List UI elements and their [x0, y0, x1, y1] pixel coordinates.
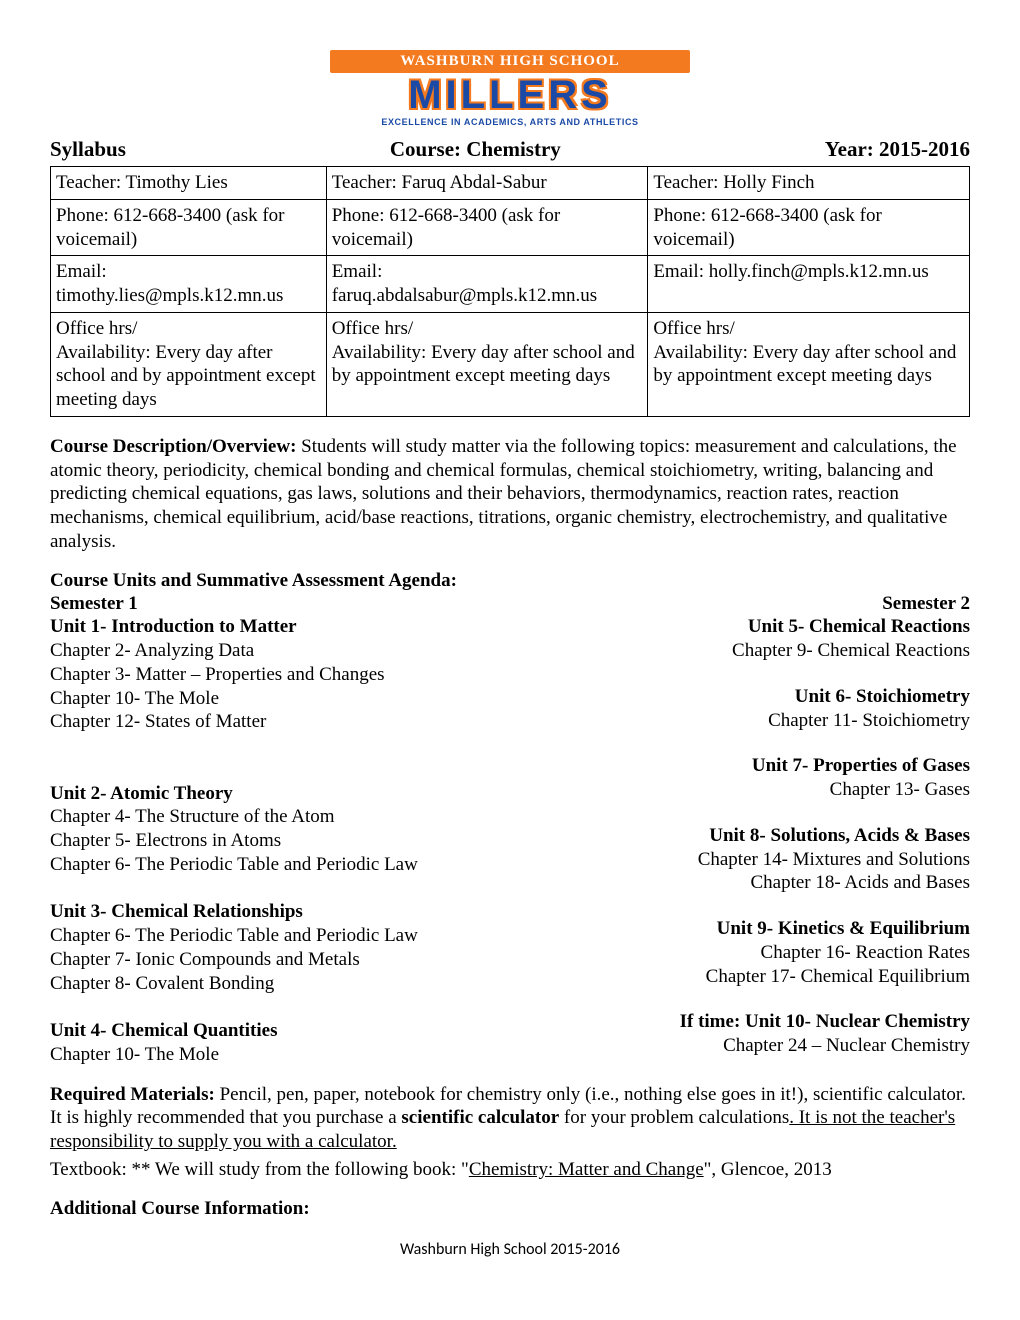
- unit-1-title: Unit 1- Introduction to Matter: [50, 615, 480, 639]
- unit-2-line: Chapter 4- The Structure of the Atom: [50, 805, 480, 829]
- unit-1-line: Chapter 2- Analyzing Data: [50, 639, 480, 663]
- unit-1-line: Chapter 12- States of Matter: [50, 710, 480, 734]
- teacher-1-email: Email: timothy.lies@mpls.k12.mn.us: [51, 256, 327, 313]
- page-footer: Washburn High School 2015-2016: [50, 1240, 970, 1259]
- unit-10-title: If time: Unit 10- Nuclear Chemistry: [520, 1010, 970, 1034]
- unit-7-line: Chapter 13- Gases: [520, 778, 970, 802]
- header-right: Year: 2015-2016: [825, 137, 970, 162]
- teacher-2-phone: Phone: 612-668-3400 (ask for voicemail): [326, 199, 648, 256]
- unit-9-title: Unit 9- Kinetics & Equilibrium: [520, 917, 970, 941]
- required-materials: Required Materials: Pencil, pen, paper, …: [50, 1083, 970, 1154]
- unit-3-title: Unit 3- Chemical Relationships: [50, 900, 480, 924]
- textbook-suffix: ", Glencoe, 2013: [704, 1159, 832, 1180]
- scientific-calculator: scientific calculator: [401, 1107, 559, 1128]
- required-part2: for your problem calculations: [559, 1107, 789, 1128]
- syllabus-header: Syllabus Course: Chemistry Year: 2015-20…: [50, 137, 970, 162]
- semester-2-column: Semester 2 Unit 5- Chemical Reactions Ch…: [520, 592, 970, 1067]
- unit-9-line: Chapter 16- Reaction Rates: [520, 941, 970, 965]
- logo-line-2: MILLERS: [330, 73, 690, 117]
- header-center: Course: Chemistry: [390, 137, 561, 162]
- unit-1-line: Chapter 3- Matter – Properties and Chang…: [50, 663, 480, 687]
- unit-9-line: Chapter 17- Chemical Equilibrium: [520, 965, 970, 989]
- unit-5-title: Unit 5- Chemical Reactions: [520, 615, 970, 639]
- unit-4-title: Unit 4- Chemical Quantities: [50, 1019, 480, 1043]
- unit-6-line: Chapter 11- Stoichiometry: [520, 709, 970, 733]
- teacher-1-phone: Phone: 612-668-3400 (ask for voicemail): [51, 199, 327, 256]
- unit-6-title: Unit 6- Stoichiometry: [520, 685, 970, 709]
- semester-1-column: Semester 1 Unit 1- Introduction to Matte…: [50, 592, 480, 1067]
- unit-3-line: Chapter 8- Covalent Bonding: [50, 972, 480, 996]
- semester-1-title: Semester 1: [50, 592, 480, 616]
- teacher-2-name: Teacher: Faruq Abdal-Sabur: [326, 167, 648, 200]
- teacher-3-phone: Phone: 612-668-3400 (ask for voicemail): [648, 199, 970, 256]
- header-left: Syllabus: [50, 137, 126, 162]
- teacher-3-email: Email: holly.finch@mpls.k12.mn.us: [648, 256, 970, 313]
- unit-2-line: Chapter 6- The Periodic Table and Period…: [50, 853, 480, 877]
- unit-8-line: Chapter 14- Mixtures and Solutions: [520, 848, 970, 872]
- required-label: Required Materials:: [50, 1084, 220, 1105]
- teacher-1-office: Office hrs/ Availability: Every day afte…: [51, 312, 327, 416]
- unit-3-line: Chapter 6- The Periodic Table and Period…: [50, 924, 480, 948]
- table-row: Office hrs/ Availability: Every day afte…: [51, 312, 970, 416]
- unit-1-line: Chapter 10- The Mole: [50, 687, 480, 711]
- semester-2-title: Semester 2: [520, 592, 970, 616]
- teacher-1-name: Teacher: Timothy Lies: [51, 167, 327, 200]
- school-logo: WASHBURN HIGH SCHOOL MILLERS EXCELLENCE …: [50, 50, 970, 131]
- logo-line-1: WASHBURN HIGH SCHOOL: [330, 50, 690, 73]
- textbook-title: Chemistry: Matter and Change: [469, 1159, 704, 1180]
- unit-4-line: Chapter 10- The Mole: [50, 1043, 480, 1067]
- table-row: Phone: 612-668-3400 (ask for voicemail) …: [51, 199, 970, 256]
- textbook-prefix: Textbook: ** We will study from the foll…: [50, 1159, 469, 1180]
- unit-8-title: Unit 8- Solutions, Acids & Bases: [520, 824, 970, 848]
- unit-7-title: Unit 7- Properties of Gases: [520, 754, 970, 778]
- unit-2-line: Chapter 5- Electrons in Atoms: [50, 829, 480, 853]
- teacher-3-office: Office hrs/ Availability: Every day afte…: [648, 312, 970, 416]
- units-columns: Semester 1 Unit 1- Introduction to Matte…: [50, 592, 970, 1067]
- teacher-2-office: Office hrs/ Availability: Every day afte…: [326, 312, 648, 416]
- teacher-3-name: Teacher: Holly Finch: [648, 167, 970, 200]
- teacher-2-email: Email: faruq.abdalsabur@mpls.k12.mn.us: [326, 256, 648, 313]
- unit-3-line: Chapter 7- Ionic Compounds and Metals: [50, 948, 480, 972]
- table-row: Teacher: Timothy Lies Teacher: Faruq Abd…: [51, 167, 970, 200]
- teachers-table: Teacher: Timothy Lies Teacher: Faruq Abd…: [50, 166, 970, 417]
- course-description-label: Course Description/Overview:: [50, 436, 301, 457]
- textbook-line: Textbook: ** We will study from the foll…: [50, 1158, 970, 1182]
- unit-8-line: Chapter 18- Acids and Bases: [520, 871, 970, 895]
- logo-line-3: EXCELLENCE IN ACADEMICS, ARTS AND ATHLET…: [330, 117, 690, 127]
- unit-2-title: Unit 2- Atomic Theory: [50, 782, 480, 806]
- table-row: Email: timothy.lies@mpls.k12.mn.us Email…: [51, 256, 970, 313]
- unit-5-line: Chapter 9- Chemical Reactions: [520, 639, 970, 663]
- course-description: Course Description/Overview: Students wi…: [50, 435, 970, 554]
- unit-10-line: Chapter 24 – Nuclear Chemistry: [520, 1034, 970, 1058]
- agenda-title: Course Units and Summative Assessment Ag…: [50, 570, 970, 592]
- additional-course-info: Additional Course Information:: [50, 1198, 970, 1220]
